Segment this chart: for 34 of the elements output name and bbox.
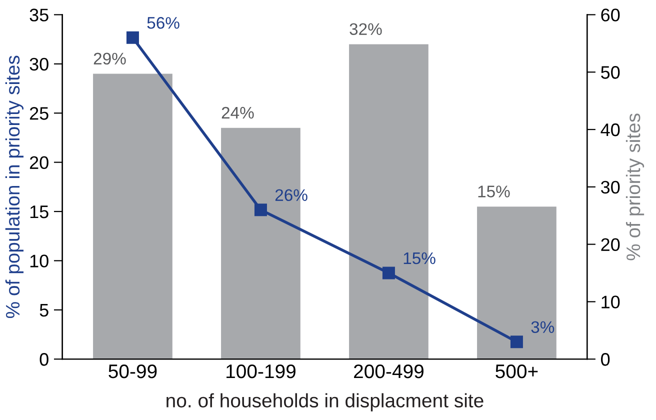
data-label: 29% bbox=[94, 52, 126, 65]
y2-tick-label: 30 bbox=[601, 180, 620, 194]
point bbox=[126, 31, 139, 44]
y2-axis-title: % of priority sites bbox=[626, 114, 644, 260]
y-tick-label: 20 bbox=[30, 156, 48, 170]
data-label: 3% bbox=[531, 321, 554, 334]
y-tick-label: 10 bbox=[30, 254, 48, 268]
x-tick-label: 100-199 bbox=[226, 364, 296, 378]
y-tick-label: 25 bbox=[30, 107, 48, 120]
point bbox=[254, 204, 267, 216]
y2-tick-label: 60 bbox=[601, 8, 620, 22]
bar bbox=[477, 206, 556, 360]
y-axis-title: % of population in priority sites bbox=[5, 56, 24, 318]
y-tick-label: 30 bbox=[30, 58, 48, 71]
y-tick-label: 35 bbox=[30, 8, 48, 22]
y2-tick-label: 40 bbox=[600, 123, 620, 136]
y-tick-label: 0 bbox=[40, 353, 48, 366]
data-label: 15% bbox=[478, 186, 510, 198]
y2-tick-label: 0 bbox=[601, 353, 610, 366]
x-tick-label: 500+ bbox=[496, 364, 538, 378]
data-label: 24% bbox=[222, 106, 254, 119]
y2-tick-label: 50 bbox=[601, 66, 620, 79]
x-axis-title: no. of households in displacment site bbox=[166, 393, 484, 412]
point bbox=[510, 336, 523, 348]
bar bbox=[93, 74, 172, 360]
y2-tick-label: 20 bbox=[601, 238, 620, 252]
data-label: 32% bbox=[350, 23, 382, 36]
data-label: 56% bbox=[147, 17, 180, 29]
y-tick-label: 15 bbox=[30, 206, 48, 218]
y2-tick-label: 10 bbox=[602, 296, 620, 308]
x-tick-label: 200-499 bbox=[354, 364, 424, 378]
x-tick-label: 50-99 bbox=[108, 364, 157, 378]
y-tick-label: 5 bbox=[40, 304, 48, 317]
point bbox=[382, 266, 395, 280]
